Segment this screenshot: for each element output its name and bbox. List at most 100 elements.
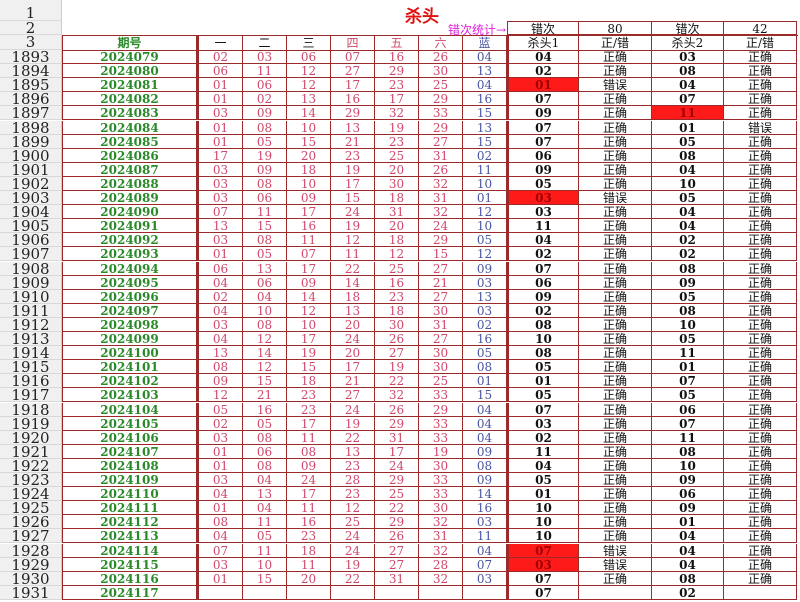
number-cell[interactable]: 13 <box>331 303 375 318</box>
kill-head-1-cell[interactable]: 02 <box>507 430 579 445</box>
number-cell[interactable]: 01 <box>197 120 243 135</box>
blue-number-cell[interactable]: 09 <box>463 473 507 488</box>
number-cell[interactable]: 03 <box>197 162 243 177</box>
number-cell[interactable]: 09 <box>243 162 287 177</box>
number-cell[interactable]: 06 <box>243 191 287 206</box>
number-cell[interactable]: 19 <box>243 148 287 163</box>
row-number[interactable]: 1908 <box>0 261 62 276</box>
number-cell[interactable]: 04 <box>197 303 243 318</box>
kill-head-2-cell[interactable]: 08 <box>652 571 724 586</box>
result-1-cell[interactable]: 正确 <box>579 50 652 65</box>
result-1-cell[interactable]: 正确 <box>579 444 652 459</box>
number-cell[interactable]: 24 <box>331 205 375 220</box>
number-cell[interactable]: 31 <box>419 191 463 206</box>
blue-number-cell[interactable]: 04 <box>463 50 507 65</box>
number-cell[interactable]: 16 <box>287 515 331 530</box>
blue-number-cell[interactable]: 12 <box>463 247 507 262</box>
number-cell[interactable]: 01 <box>197 501 243 516</box>
number-cell[interactable]: 12 <box>331 501 375 516</box>
number-cell[interactable]: 02 <box>197 416 243 431</box>
kill-head-1-cell[interactable]: 03 <box>507 205 579 220</box>
error-count-label-1[interactable]: 错次 <box>507 21 579 35</box>
number-cell[interactable]: 08 <box>243 317 287 332</box>
blue-number-cell[interactable]: 01 <box>463 191 507 206</box>
kill-head-2-cell[interactable]: 07 <box>652 416 724 431</box>
number-cell[interactable]: 25 <box>419 374 463 389</box>
number-cell[interactable]: 13 <box>331 444 375 459</box>
number-cell[interactable]: 19 <box>287 346 331 361</box>
number-cell[interactable]: 27 <box>419 261 463 276</box>
result-2-cell[interactable]: 正确 <box>724 317 797 332</box>
result-2-cell[interactable]: 正确 <box>724 148 797 163</box>
blue-number-cell[interactable]: 04 <box>463 416 507 431</box>
kill-head-1-cell[interactable]: 08 <box>507 317 579 332</box>
number-cell[interactable]: 12 <box>287 78 331 93</box>
column-header-col-blue[interactable]: 蓝 <box>463 36 507 51</box>
kill-head-1-cell[interactable]: 03 <box>507 416 579 431</box>
period-cell[interactable]: 2024097 <box>62 303 197 318</box>
kill-head-1-cell[interactable]: 04 <box>507 50 579 65</box>
number-cell[interactable]: 27 <box>419 289 463 304</box>
number-cell[interactable]: 11 <box>243 64 287 79</box>
number-cell[interactable]: 16 <box>375 275 419 290</box>
number-cell[interactable]: 17 <box>287 205 331 220</box>
number-cell[interactable]: 21 <box>243 388 287 403</box>
kill-head-2-cell[interactable]: 04 <box>652 529 724 544</box>
blue-number-cell[interactable]: 15 <box>463 134 507 149</box>
number-cell[interactable]: 19 <box>419 444 463 459</box>
kill-head-2-cell[interactable]: 04 <box>652 219 724 234</box>
result-2-cell[interactable]: 正确 <box>724 571 797 586</box>
number-cell[interactable]: 24 <box>331 402 375 417</box>
number-cell[interactable] <box>287 585 331 600</box>
kill-head-1-cell[interactable]: 02 <box>507 64 579 79</box>
kill-head-1-cell[interactable]: 07 <box>507 134 579 149</box>
number-cell[interactable]: 08 <box>243 430 287 445</box>
period-cell[interactable]: 2024102 <box>62 374 197 389</box>
column-header-col-5[interactable]: 五 <box>375 36 419 51</box>
row-number[interactable]: 1922 <box>0 458 62 473</box>
number-cell[interactable]: 19 <box>375 360 419 375</box>
number-cell[interactable]: 21 <box>331 134 375 149</box>
blue-number-cell[interactable]: 13 <box>463 120 507 135</box>
number-cell[interactable]: 01 <box>197 247 243 262</box>
kill-head-2-cell[interactable]: 04 <box>652 162 724 177</box>
result-1-cell[interactable]: 正确 <box>579 501 652 516</box>
period-cell[interactable]: 2024116 <box>62 571 197 586</box>
number-cell[interactable]: 30 <box>419 303 463 318</box>
period-cell[interactable]: 2024088 <box>62 176 197 191</box>
number-cell[interactable]: 32 <box>419 176 463 191</box>
period-cell[interactable]: 2024101 <box>62 360 197 375</box>
result-1-cell[interactable]: 正确 <box>579 317 652 332</box>
result-2-cell[interactable]: 正确 <box>724 458 797 473</box>
number-cell[interactable]: 28 <box>331 473 375 488</box>
number-cell[interactable]: 32 <box>375 388 419 403</box>
result-2-cell[interactable]: 正确 <box>724 360 797 375</box>
number-cell[interactable]: 22 <box>331 571 375 586</box>
number-cell[interactable]: 32 <box>419 543 463 558</box>
row-number[interactable]: 1912 <box>0 317 62 332</box>
row-number[interactable]: 1931 <box>0 585 62 600</box>
kill-head-2-cell[interactable]: 11 <box>652 346 724 361</box>
number-cell[interactable]: 31 <box>419 529 463 544</box>
number-cell[interactable]: 07 <box>331 50 375 65</box>
number-cell[interactable]: 19 <box>331 416 375 431</box>
number-cell[interactable]: 33 <box>419 416 463 431</box>
row-number[interactable]: 1923 <box>0 472 62 488</box>
kill-head-2-cell[interactable]: 09 <box>652 501 724 516</box>
kill-head-1-cell[interactable]: 11 <box>507 219 579 234</box>
kill-head-1-cell[interactable]: 10 <box>507 515 579 530</box>
number-cell[interactable]: 30 <box>419 458 463 473</box>
number-cell[interactable]: 08 <box>243 233 287 248</box>
row-number[interactable]: 1927 <box>0 529 62 544</box>
blue-number-cell[interactable]: 01 <box>463 374 507 389</box>
kill-head-1-cell[interactable]: 09 <box>507 162 579 177</box>
number-cell[interactable]: 20 <box>375 219 419 234</box>
number-cell[interactable]: 27 <box>419 332 463 347</box>
number-cell[interactable]: 29 <box>419 402 463 417</box>
result-2-cell[interactable]: 正确 <box>724 64 797 79</box>
result-2-cell[interactable]: 正确 <box>724 444 797 459</box>
result-1-cell[interactable]: 正确 <box>579 416 652 431</box>
kill-head-1-cell[interactable]: 03 <box>507 191 579 206</box>
kill-head-2-cell[interactable]: 01 <box>652 120 724 135</box>
number-cell[interactable]: 12 <box>243 332 287 347</box>
